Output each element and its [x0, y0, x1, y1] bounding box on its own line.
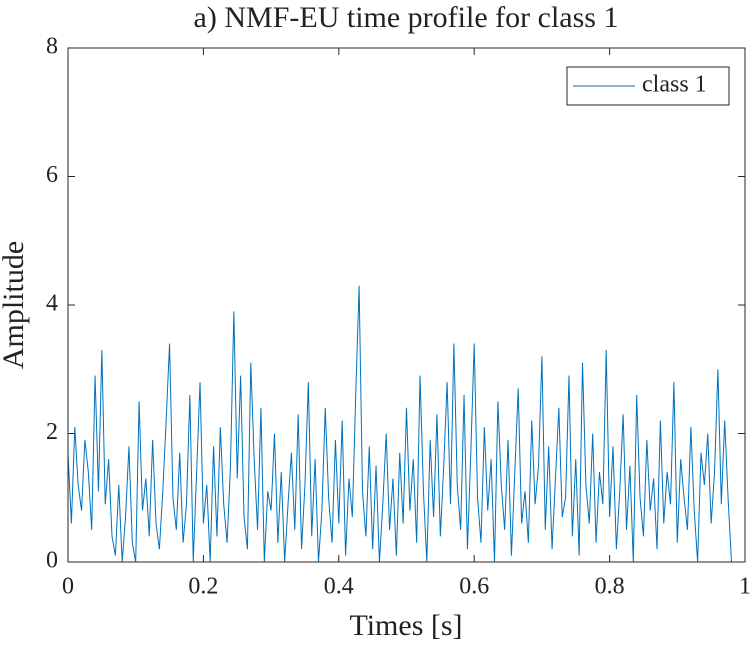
x-tick-label: 0.8: [595, 574, 625, 600]
data-line: [67, 285, 732, 563]
y-tick-label: 6: [46, 162, 58, 188]
x-tick-label: 0.4: [324, 574, 354, 600]
y-tick-label: 0: [46, 548, 58, 574]
chart-title: a) NMF-EU time profile for class 1: [194, 1, 619, 34]
x-tick-label: 0.6: [459, 574, 489, 600]
x-tick-label: 0: [62, 574, 74, 600]
x-tick-label: 0.2: [188, 574, 218, 600]
y-tick-label: 2: [46, 419, 58, 445]
legend-label: class 1: [642, 72, 707, 98]
plot-frame: [67, 47, 746, 563]
x-tick-label: 1: [739, 574, 751, 600]
y-tick-label: 4: [46, 291, 58, 317]
x-axis-label: Times [s]: [349, 609, 462, 642]
y-tick-label: 8: [46, 34, 58, 60]
y-axis-label: Amplitude: [0, 241, 30, 369]
